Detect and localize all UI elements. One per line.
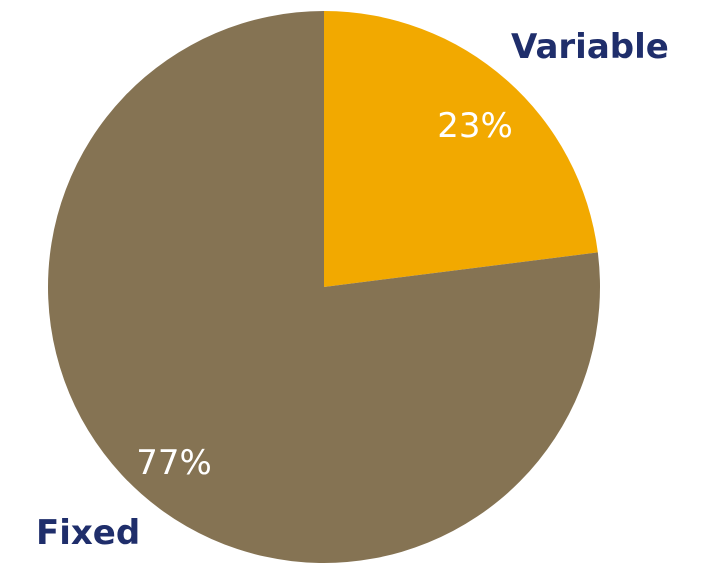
pie-slice-variable (324, 11, 598, 287)
slice-value-label-variable: 23% (437, 106, 513, 146)
category-label-fixed: Fixed (36, 513, 140, 553)
slice-value-label-fixed: 77% (136, 443, 212, 483)
category-label-variable: Variable (511, 27, 669, 67)
pie-slice-fixed (48, 11, 601, 563)
pie-slices (48, 11, 601, 563)
